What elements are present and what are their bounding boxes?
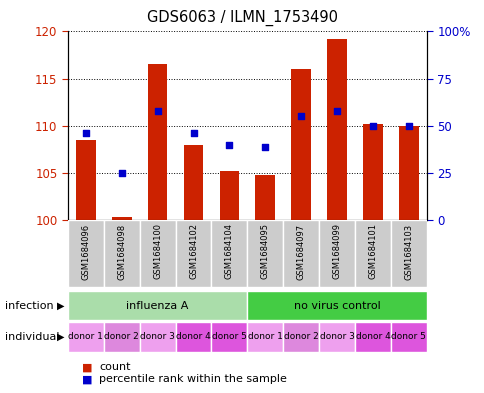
Text: donor 3: donor 3 <box>319 332 354 342</box>
Text: GSM1684104: GSM1684104 <box>225 223 233 279</box>
Bar <box>354 220 390 287</box>
Text: ▶: ▶ <box>57 332 64 342</box>
Text: GSM1684095: GSM1684095 <box>260 223 269 279</box>
Text: individual: individual <box>5 332 59 342</box>
Bar <box>363 124 382 220</box>
Bar <box>68 322 104 352</box>
Text: percentile rank within the sample: percentile rank within the sample <box>99 374 287 384</box>
Point <box>118 170 125 176</box>
Bar <box>283 322 318 352</box>
Text: infection: infection <box>5 301 53 310</box>
Bar <box>175 220 211 287</box>
Point <box>404 123 412 129</box>
Text: no virus control: no virus control <box>293 301 379 310</box>
Bar <box>104 220 139 287</box>
Bar <box>175 322 211 352</box>
Bar <box>318 220 354 287</box>
Text: GSM1684099: GSM1684099 <box>332 223 341 279</box>
Bar <box>390 322 426 352</box>
Bar <box>247 291 426 320</box>
Point <box>368 123 376 129</box>
Text: ■: ■ <box>82 374 93 384</box>
Text: donor 5: donor 5 <box>391 332 425 342</box>
Bar <box>247 220 283 287</box>
Bar <box>104 322 139 352</box>
Bar <box>398 126 418 220</box>
Text: count: count <box>99 362 131 373</box>
Text: donor 2: donor 2 <box>104 332 139 342</box>
Point <box>153 108 161 114</box>
Bar <box>139 220 175 287</box>
Text: influenza A: influenza A <box>126 301 188 310</box>
Text: donor 2: donor 2 <box>283 332 318 342</box>
Text: GSM1684096: GSM1684096 <box>81 223 90 279</box>
Text: GSM1684102: GSM1684102 <box>189 223 197 279</box>
Text: donor 5: donor 5 <box>212 332 246 342</box>
Point <box>297 113 304 119</box>
Bar <box>318 322 354 352</box>
Bar <box>76 140 95 220</box>
Bar <box>247 322 283 352</box>
Text: ■: ■ <box>82 362 93 373</box>
Point <box>333 108 340 114</box>
Text: GSM1684097: GSM1684097 <box>296 223 305 279</box>
Point <box>261 143 269 150</box>
Point <box>225 141 233 148</box>
Point <box>189 130 197 136</box>
Text: GSM1684100: GSM1684100 <box>153 223 162 279</box>
Bar <box>354 322 390 352</box>
Bar <box>283 220 318 287</box>
Text: donor 1: donor 1 <box>247 332 282 342</box>
Bar <box>139 322 175 352</box>
Text: GSM1684098: GSM1684098 <box>117 223 126 279</box>
Text: donor 4: donor 4 <box>176 332 211 342</box>
Bar <box>327 39 346 220</box>
Text: GDS6063 / ILMN_1753490: GDS6063 / ILMN_1753490 <box>147 10 337 26</box>
Text: donor 3: donor 3 <box>140 332 175 342</box>
Bar <box>211 322 247 352</box>
Text: ▶: ▶ <box>57 301 64 310</box>
Bar <box>255 175 274 220</box>
Bar <box>211 220 247 287</box>
Text: GSM1684103: GSM1684103 <box>404 223 412 279</box>
Point <box>82 130 90 136</box>
Bar <box>68 291 247 320</box>
Bar <box>68 220 104 287</box>
Text: donor 1: donor 1 <box>68 332 103 342</box>
Bar <box>291 69 310 220</box>
Bar <box>183 145 203 220</box>
Bar <box>219 171 239 220</box>
Text: GSM1684101: GSM1684101 <box>368 223 377 279</box>
Bar <box>148 64 167 220</box>
Text: donor 4: donor 4 <box>355 332 390 342</box>
Bar <box>112 217 131 220</box>
Bar <box>390 220 426 287</box>
